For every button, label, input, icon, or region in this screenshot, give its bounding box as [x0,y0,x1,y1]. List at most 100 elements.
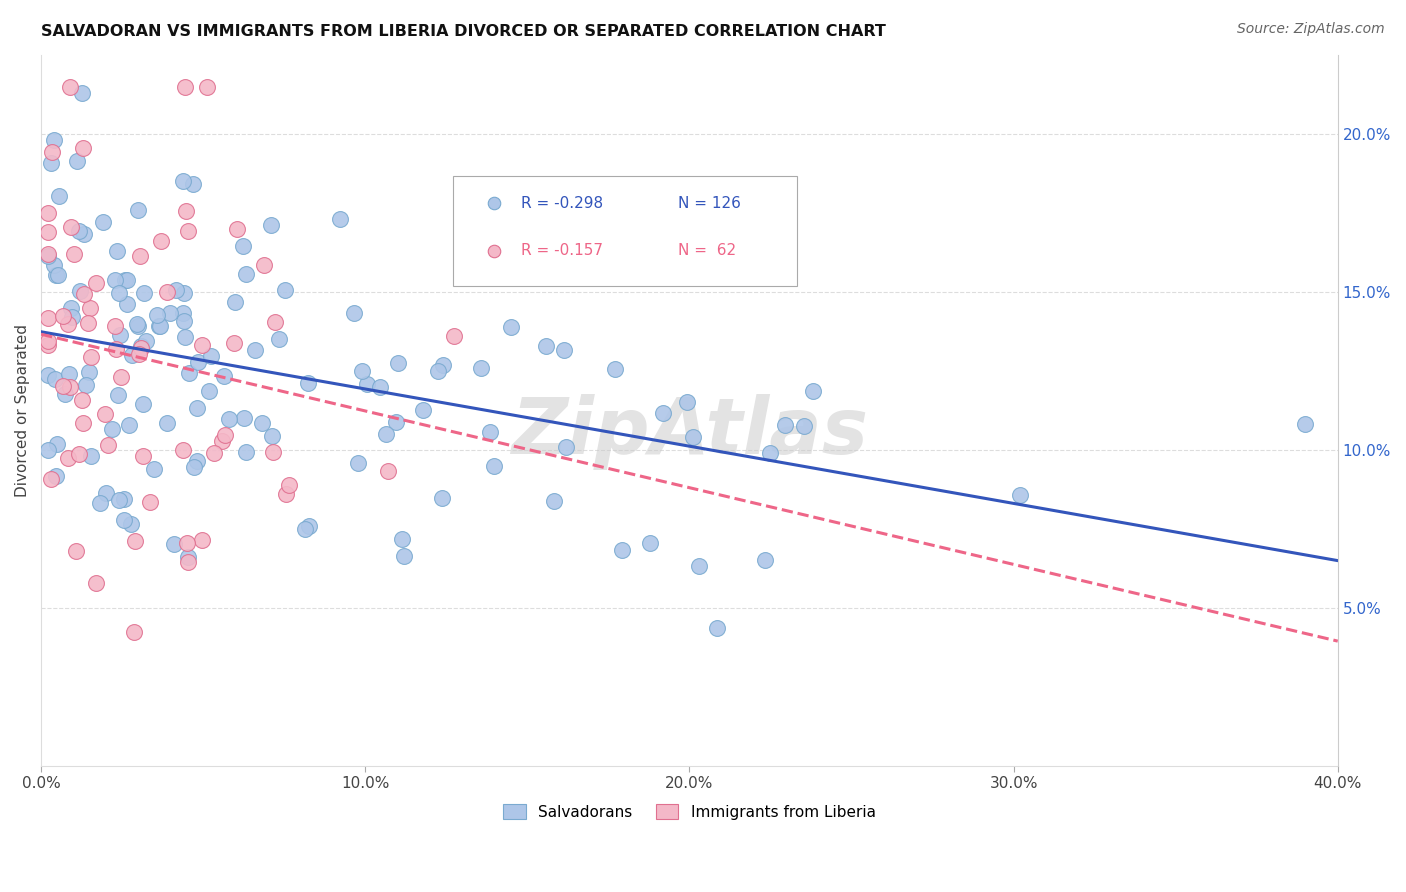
Point [132,397,155,411]
Point [198,384,221,399]
Point [114,273,136,287]
Point [94,408,117,422]
Point [235,445,257,459]
Point [94,486,117,500]
Point [124,533,146,548]
Point [1008,488,1031,502]
Point [108,285,131,300]
FancyBboxPatch shape [454,176,797,286]
Point [172,174,194,188]
Point [479,425,502,440]
Point [605,362,627,376]
Point [59,301,82,315]
Point [84,276,107,290]
Point [37,368,59,383]
Point [385,415,408,429]
Point [536,339,558,353]
Text: Source: ZipAtlas.com: Source: ZipAtlas.com [1237,22,1385,37]
Point [177,555,200,569]
Y-axis label: Divorced or Separated: Divorced or Separated [15,324,30,497]
Point [48,189,70,203]
Point [224,335,246,350]
Point [53,387,76,401]
Point [62,247,84,261]
Point [377,464,399,478]
Point [177,224,200,238]
Point [70,86,93,100]
Point [264,315,287,329]
Point [97,438,120,452]
Text: ZipAtlas: ZipAtlas [510,394,868,470]
Point [1294,417,1316,431]
Point [73,227,96,242]
Point [260,218,283,232]
Point [105,342,128,356]
Point [37,225,59,239]
Point [195,79,218,94]
Point [108,327,131,342]
Point [128,248,150,262]
Point [443,329,465,343]
Point [273,283,295,297]
Point [156,416,179,430]
Point [44,133,66,147]
Point [37,442,59,457]
Point [108,492,131,507]
Point [758,446,780,460]
Point [350,364,373,378]
Point [56,317,79,331]
Point [80,350,103,364]
Point [262,445,284,459]
Point [39,156,62,170]
Point [177,550,200,565]
Point [190,338,212,352]
Point [329,211,352,226]
Point [612,543,634,558]
Point [243,343,266,358]
Point [274,487,297,501]
Point [104,273,127,287]
Point [553,343,575,357]
Text: SALVADORAN VS IMMIGRANTS FROM LIBERIA DIVORCED OR SEPARATED CORRELATION CHART: SALVADORAN VS IMMIGRANTS FROM LIBERIA DI… [41,24,886,39]
Point [368,379,391,393]
Point [426,363,449,377]
Point [260,428,283,442]
Point [412,402,434,417]
Point [190,533,212,548]
Point [387,356,409,370]
Point [75,378,97,392]
Point [183,459,205,474]
Point [80,449,103,463]
Point [211,434,233,449]
Point [138,495,160,509]
Point [131,341,153,355]
Point [187,354,209,368]
Point [93,215,115,229]
Point [148,318,170,333]
Point [104,318,127,333]
Point [165,283,187,297]
Point [676,394,699,409]
Point [101,422,124,436]
Point [89,495,111,509]
Point [298,518,321,533]
Text: N =  62: N = 62 [678,244,735,259]
Point [394,549,416,563]
Point [186,454,208,468]
Point [343,305,366,319]
Point [135,334,157,348]
Point [110,370,132,384]
Point [37,206,59,220]
Point [37,310,59,325]
Point [128,347,150,361]
Point [72,141,94,155]
Point [250,417,273,431]
Point [224,294,246,309]
Point [173,314,195,328]
Point [218,412,240,426]
Legend: Salvadorans, Immigrants from Liberia: Salvadorans, Immigrants from Liberia [498,797,882,826]
Point [149,318,172,333]
Point [278,478,301,492]
Point [60,219,83,234]
Point [77,316,100,330]
